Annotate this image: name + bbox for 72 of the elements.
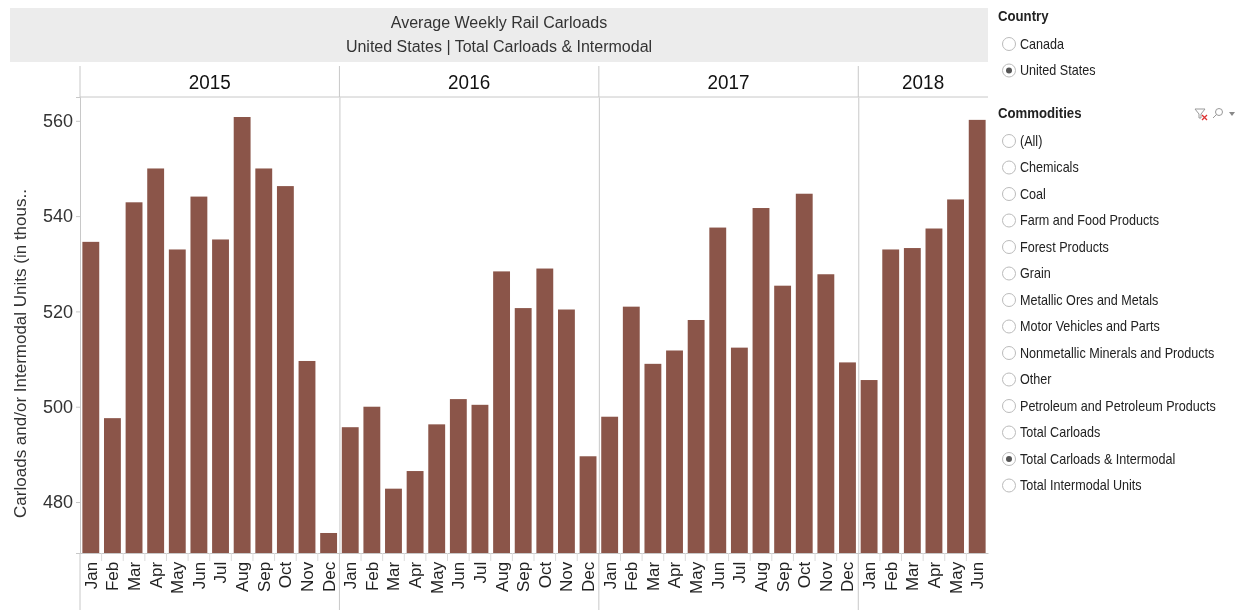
x-tick-label: Feb (622, 561, 642, 592)
x-tick-label: Jul (470, 561, 490, 584)
y-tick-label: 520 (42, 301, 73, 322)
x-axis-title: 2017 (707, 70, 750, 94)
x-tick-label: Jul (211, 561, 231, 584)
x-tick-label: Dec (838, 561, 858, 593)
x-tick-label: May (168, 561, 188, 594)
text: Motor Vehicles and Parts (1020, 318, 1161, 335)
text: Grain (1020, 265, 1051, 282)
text: Farm and Food Products (1020, 212, 1160, 229)
x-tick-label: Dec (579, 561, 598, 593)
y-tick-label: 560 (42, 111, 73, 132)
x-tick-label: May (427, 561, 447, 594)
x-tick-label: Apr (665, 561, 685, 589)
x-tick-label: Mar (384, 561, 404, 592)
x-tick-label: Sep (514, 561, 534, 593)
x-tick-label: Apr (924, 561, 944, 589)
y-tick-label: 480 (42, 492, 73, 513)
x-axis-title: 2018 (902, 70, 945, 94)
text: United States (1020, 62, 1096, 79)
text: Canada (1020, 36, 1065, 53)
text: Chemicals (1020, 159, 1080, 176)
text: Average Weekly Rail Carloads (390, 14, 608, 31)
text: Forest Products (1020, 239, 1110, 256)
x-tick-label: May (687, 561, 707, 594)
x-tick-label: Jun (449, 561, 469, 590)
x-tick-label: Aug (492, 561, 512, 593)
x-tick-label: Aug (233, 561, 253, 593)
text: Commodities (998, 104, 1082, 122)
x-tick-label: Mar (903, 561, 923, 592)
text: (All) (1020, 133, 1043, 150)
x-axis-title: 2015 (188, 70, 231, 94)
x-tick-label: Jan (600, 561, 620, 590)
x-tick-label: Feb (881, 561, 901, 592)
text: Metallic Ores and Metals (1020, 292, 1159, 309)
text: Total Carloads (1020, 424, 1101, 441)
x-tick-label: Feb (362, 561, 382, 592)
x-tick-label: Sep (773, 561, 793, 593)
text: Petroleum and Petroleum Products (1020, 398, 1217, 415)
x-tick-label: Dec (319, 561, 339, 593)
x-tick-label: Oct (795, 561, 815, 589)
x-tick-label: Jan (341, 561, 361, 590)
x-tick-label: Sep (254, 561, 274, 593)
text: Nonmetallic Minerals and Products (1020, 345, 1215, 362)
text: United States | Total Carloads & Intermodal (345, 38, 653, 55)
text: Total Carloads & Intermodal (1020, 451, 1176, 468)
x-tick-label: Jul (730, 561, 750, 584)
x-tick-label: Jun (708, 561, 728, 590)
x-tick-label: Oct (276, 561, 296, 589)
x-tick-label: Feb (103, 561, 123, 592)
x-tick-label: Jun (968, 561, 988, 590)
y-axis-title: Carloads and/or Intermodal Units (in thous.. (11, 189, 30, 518)
text: Total Intermodal Units (1020, 477, 1142, 494)
x-tick-label: Jan (81, 561, 101, 590)
text: Country (998, 7, 1049, 25)
y-tick-label: 540 (42, 206, 73, 227)
x-tick-label: Aug (751, 561, 771, 593)
x-tick-label: Apr (406, 561, 426, 589)
y-tick-label: 500 (42, 396, 73, 417)
x-tick-label: Nov (297, 561, 317, 593)
x-tick-label: Jun (189, 561, 209, 590)
text: Coal (1020, 186, 1046, 203)
x-tick-label: Jan (860, 561, 880, 590)
x-tick-label: Mar (643, 561, 663, 592)
x-tick-label: Nov (557, 561, 577, 593)
x-tick-label: Oct (535, 561, 555, 589)
x-tick-label: May (946, 561, 966, 594)
x-tick-label: Nov (816, 561, 836, 593)
x-tick-label: Mar (125, 561, 144, 592)
text: Other (1020, 371, 1052, 388)
x-tick-label: Apr (146, 561, 166, 589)
x-axis-title: 2016 (448, 70, 491, 94)
